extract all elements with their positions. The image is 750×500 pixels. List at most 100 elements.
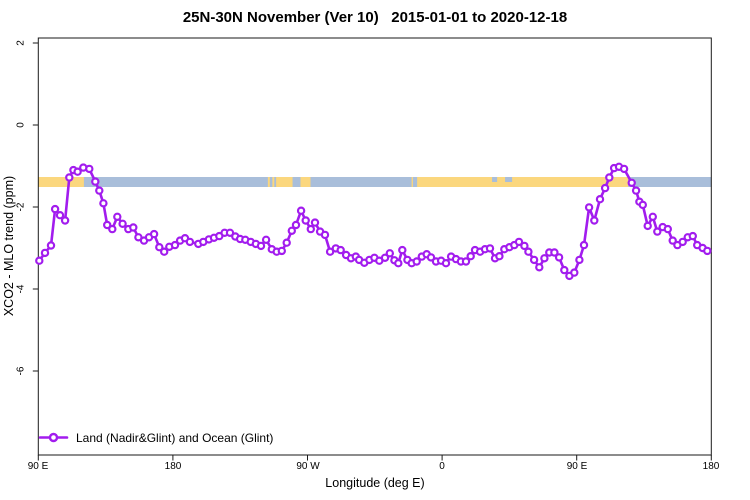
data-point-marker [485, 244, 495, 253]
data-point-marker [540, 254, 549, 263]
data-point-marker [412, 257, 421, 266]
data-point-marker [261, 235, 271, 244]
y-axis-label: XCO2 - MLO trend (ppm) [2, 175, 16, 317]
data-point-marker [336, 245, 345, 255]
data-point-marker [55, 210, 65, 220]
data-point-marker [466, 252, 475, 261]
data-point-marker [638, 200, 648, 210]
map-strip-ocean-notch [492, 177, 498, 182]
data-point-marker [95, 186, 104, 195]
x-tick-label: 0 [439, 461, 445, 472]
data-point-marker [550, 248, 559, 257]
data-point-marker [185, 237, 195, 247]
data-point-marker [535, 263, 544, 272]
data-point-marker [73, 167, 82, 176]
data-point-marker [256, 241, 266, 251]
data-point-marker [35, 256, 44, 265]
y-tick-label: 0 [15, 122, 27, 128]
map-strip-land-segment [38, 177, 84, 187]
data-point-marker [461, 257, 471, 266]
data-point-marker [426, 253, 436, 262]
x-tick-label: 90 W [296, 461, 320, 472]
legend-label: Land (Nadir&Glint) and Ocean (Glint) [76, 431, 274, 445]
data-point-marker [296, 206, 306, 215]
data-point-marker [320, 230, 330, 240]
map-strip-land-segment [276, 177, 293, 187]
chart-title: 25N-30N November (Ver 10) 2015-01-01 to … [182, 9, 568, 26]
data-point-marker [668, 236, 677, 245]
data-point-marker [524, 247, 533, 256]
legend-marker-icon [48, 432, 59, 443]
x-tick-label: 90 E [27, 461, 49, 472]
data-point-marker [118, 219, 127, 228]
data-point-marker [282, 238, 291, 247]
data-point-marker [653, 227, 662, 236]
data-point-marker [277, 246, 286, 256]
data-point-marker [631, 186, 641, 195]
data-point-marker [627, 178, 636, 187]
data-point-marker [495, 252, 504, 261]
data-point-marker [590, 216, 599, 225]
data-point-marker [108, 224, 117, 234]
data-point-marker [113, 212, 122, 221]
data-point-marker [129, 223, 138, 232]
data-point-marker [99, 199, 108, 208]
data-point-marker [570, 268, 579, 277]
data-point-marker [441, 259, 451, 268]
data-point-marker [398, 245, 407, 255]
data-point-marker [600, 183, 610, 193]
map-strip-land-segment [272, 177, 275, 187]
data-point-marker [155, 242, 164, 252]
data-point-marker [703, 246, 712, 256]
map-strip-land-segment [300, 177, 311, 187]
map-strip-land-segment [417, 177, 629, 187]
data-point-marker [159, 247, 169, 256]
data-point-marker [287, 226, 296, 235]
data-point-marker [225, 228, 235, 237]
y-tick-label: -6 [15, 366, 27, 376]
data-point-marker [46, 241, 56, 250]
y-tick-label: -2 [15, 202, 27, 212]
data-point-marker [648, 212, 658, 221]
data-point-marker [301, 216, 310, 225]
data-point-marker [663, 224, 673, 234]
plot-box [37, 37, 712, 456]
data-point-marker [102, 220, 112, 230]
x-tick-label: 90 E [566, 461, 588, 472]
data-point-marker [529, 255, 539, 265]
data-point-marker [584, 203, 594, 212]
data-point-marker [678, 237, 687, 247]
x-axis-label: Longitude (deg E) [325, 476, 425, 490]
data-point-marker [575, 255, 584, 265]
data-point-marker [149, 229, 159, 239]
data-point-marker [50, 204, 60, 214]
y-tick-label: -4 [15, 284, 27, 294]
x-tick-label: 180 [164, 461, 182, 472]
data-point-marker [560, 265, 569, 275]
data-point-marker [40, 248, 50, 258]
data-point-marker [325, 247, 335, 256]
data-point-marker [579, 240, 589, 250]
data-point-marker [385, 249, 394, 258]
data-point-marker [91, 177, 100, 186]
data-point-marker [595, 194, 605, 204]
data-point-marker [394, 259, 403, 268]
data-point-marker [643, 221, 652, 231]
data-point-marker [306, 224, 315, 234]
data-point-marker [310, 218, 320, 227]
data-point-marker [554, 253, 564, 262]
x-tick-label: 180 [702, 461, 720, 472]
data-point-marker [170, 240, 180, 250]
data-point-marker [85, 164, 94, 174]
data-point-marker [619, 164, 629, 174]
data-point-marker [514, 237, 524, 247]
y-tick-label: 2 [15, 40, 27, 46]
map-strip-land-segment [267, 177, 270, 187]
map-strip-land-segment [411, 177, 413, 187]
data-point-marker [688, 231, 698, 241]
data-point-marker [291, 220, 301, 230]
data-point-marker [605, 173, 614, 182]
data-point-marker [65, 173, 74, 182]
